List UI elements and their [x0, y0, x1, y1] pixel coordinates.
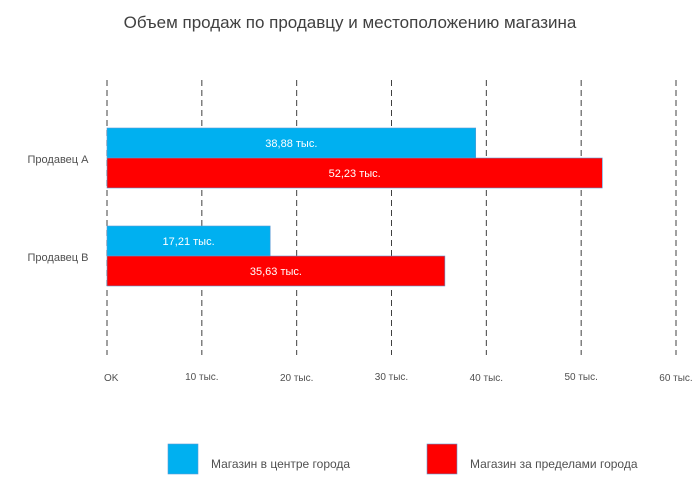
x-tick-label: 50 тыс.	[564, 372, 597, 383]
bar	[106, 157, 603, 189]
legend-label: Магазин за пределами города	[470, 457, 638, 471]
x-tick-label: 60 тыс.	[659, 373, 692, 384]
bar	[106, 255, 446, 287]
data-label: 35,63 тыс.	[250, 266, 302, 278]
x-tick-label: 40 тыс.	[470, 373, 503, 384]
data-label: 17,21 тыс.	[163, 236, 215, 248]
legend-swatch	[167, 443, 199, 475]
data-label: 38,88 тыс.	[265, 138, 317, 150]
x-tick-label: 20 тыс.	[280, 373, 313, 384]
x-tick-label: OK	[104, 373, 119, 384]
data-label: 52,23 тыс.	[329, 168, 381, 180]
legend-label: Магазин в центре города	[211, 457, 350, 471]
legend-swatch	[426, 443, 458, 475]
chart-title: Объем продаж по продавцу и местоположени…	[124, 13, 577, 32]
category-label: Продавец B	[28, 252, 89, 264]
bar	[106, 127, 477, 159]
x-tick-label: 10 тыс.	[185, 372, 218, 383]
bar	[106, 225, 271, 257]
category-label: Продавец A	[28, 154, 90, 166]
x-tick-label: 30 тыс.	[375, 372, 408, 383]
